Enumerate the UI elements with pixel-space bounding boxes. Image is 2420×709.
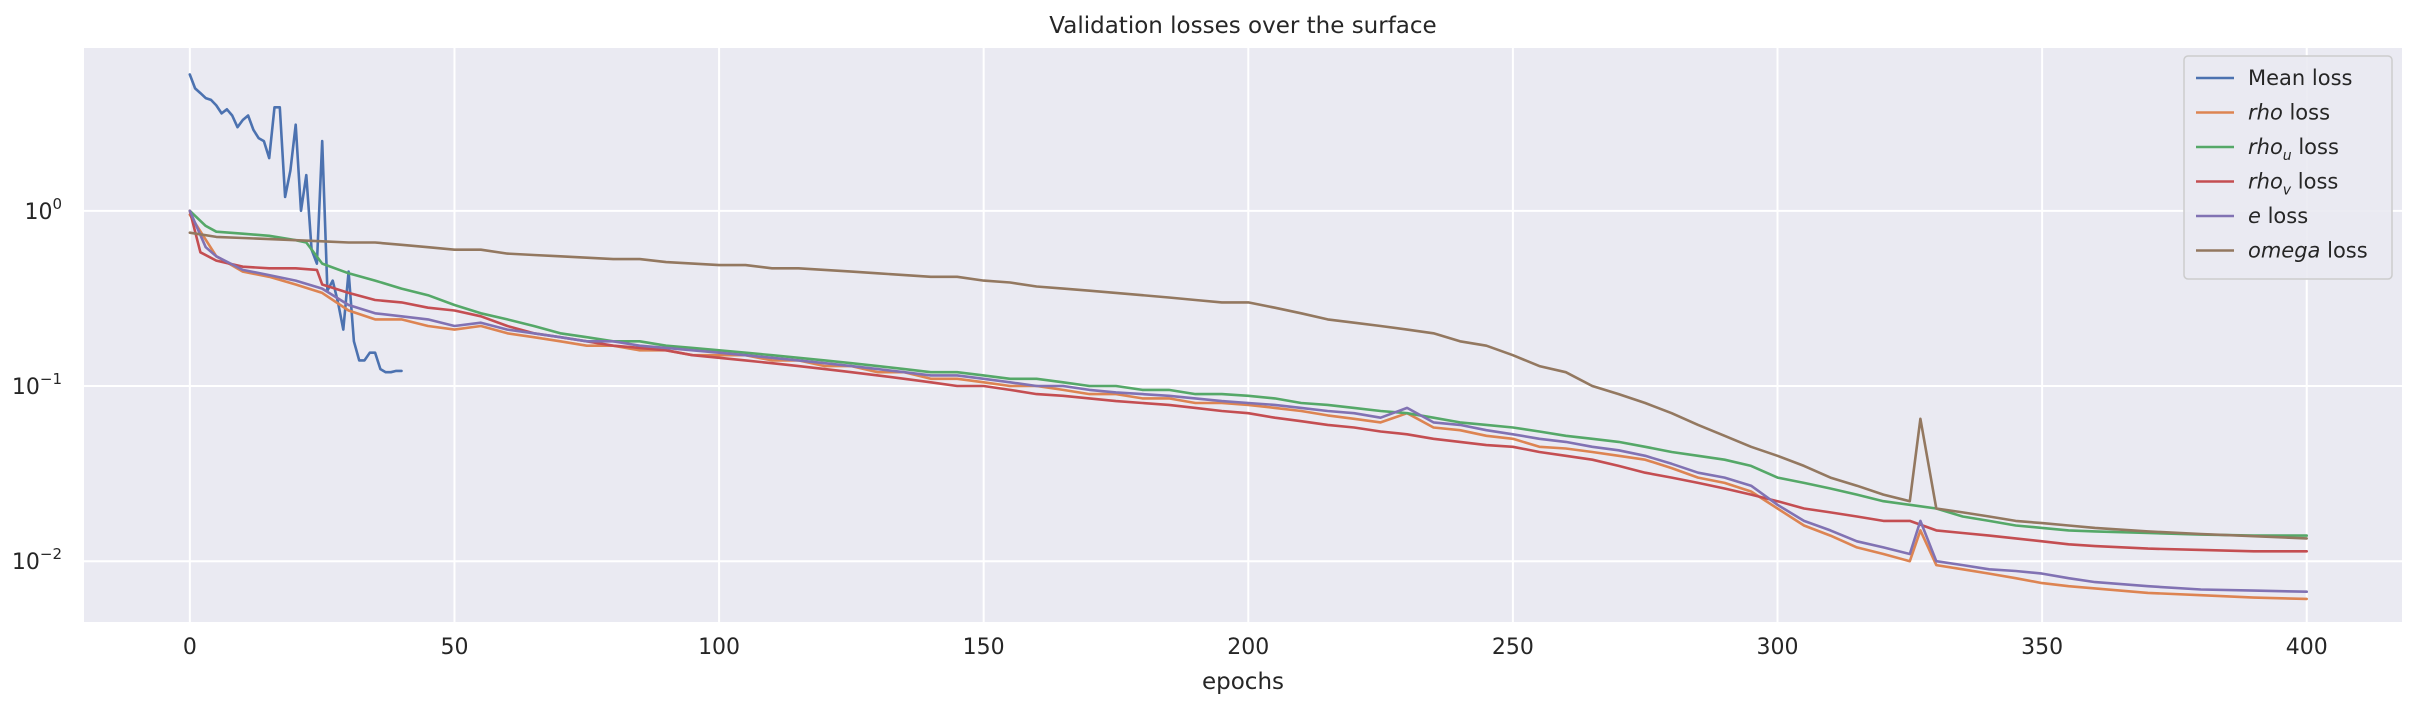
legend-label: omega loss [2248,239,2368,263]
series-lines [188,73,2308,601]
series-line-4 [188,209,2308,594]
x-tick-label: 0 [183,635,197,660]
y-tick-labels: 10−2 10−1 100 [12,195,62,575]
plot-area [84,48,2402,622]
x-tick-label: 350 [2021,635,2063,660]
legend-label: Mean loss [2248,66,2352,90]
y-tick-label: 10−2 [12,545,62,575]
legend-label: e loss [2248,204,2308,228]
legend-label: rhou loss [2248,135,2339,164]
y-tick-label: 100 [24,195,62,225]
series-line-5 [188,231,2308,540]
chart-title: Validation losses over the surface [1049,13,1436,39]
legend: Mean loss rho loss rhou loss rhov loss e los… [2183,55,2393,280]
series-line-3 [188,209,2308,553]
x-tick-label: 50 [440,635,468,660]
series-line-0 [188,73,403,374]
series-line-2 [188,209,2308,537]
x-tick-label: 150 [963,635,1005,660]
y-tick-label: 10−1 [12,370,62,400]
x-tick-label: 400 [2286,635,2328,660]
series-line-1 [188,213,2308,601]
x-tick-label: 100 [698,635,740,660]
x-tick-label: 250 [1492,635,1534,660]
x-axis-label: epochs [1202,669,1284,695]
x-tick-label: 300 [1757,635,1799,660]
legend-label: rhov loss [2248,170,2338,199]
x-tick-labels: 0 50 100 150 200 250 300 350 400 [183,635,2328,660]
x-tick-label: 200 [1227,635,1269,660]
legend-box [2183,55,2393,280]
legend-label: rho loss [2248,101,2330,125]
